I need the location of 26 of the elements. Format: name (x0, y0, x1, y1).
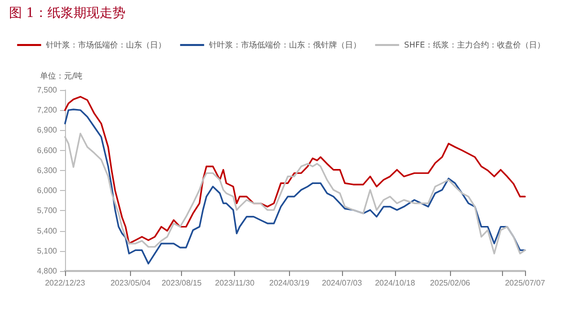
x-tick-label: 2024/03/19 (269, 278, 310, 288)
y-tick-label: 6,600 (36, 146, 58, 155)
legend-label: 针叶浆：市场低端价：山东：俄针牌（日） (208, 40, 362, 50)
x-tick-label: 2024/07/03 (322, 278, 362, 288)
x-tick-label: 2024/10/18 (374, 278, 416, 288)
legend-label: SHFE：纸浆：主力合约：收盘价（日） (404, 40, 545, 50)
y-tick-label: 6,900 (36, 126, 58, 135)
y-tick-label: 7,200 (36, 106, 58, 115)
x-tick-label: 2025/02/06 (430, 278, 471, 288)
x-tick-label: 2023/08/15 (162, 278, 202, 288)
x-tick-label: 2025/07/07 (504, 278, 546, 288)
x-tick-label: 2022/12/23 (44, 278, 86, 288)
y-tick-label: 6,000 (36, 186, 58, 196)
chart-title: 图 1：纸浆期现走势 (9, 6, 126, 21)
x-tick-label: 2023/05/04 (110, 278, 152, 288)
line-series (64, 108, 526, 264)
y-tick-label: 5,700 (36, 206, 58, 216)
x-tick-label: 2023/11/30 (214, 278, 255, 288)
y-tick-label: 6,300 (36, 166, 58, 175)
line-series (64, 96, 526, 244)
y-tick-label: 5,400 (36, 226, 58, 236)
y-axis-title: 单位：元/吨 (40, 72, 83, 80)
y-tick-label: 4,800 (36, 266, 58, 276)
y-tick-label: 7,500 (36, 86, 58, 94)
y-tick-label: 5,100 (36, 246, 58, 256)
legend-label: 针叶浆：市场低端价：山东（日） (45, 40, 166, 50)
